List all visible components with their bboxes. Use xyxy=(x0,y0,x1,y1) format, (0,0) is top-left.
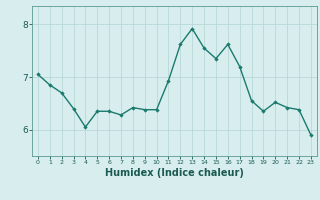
X-axis label: Humidex (Indice chaleur): Humidex (Indice chaleur) xyxy=(105,168,244,178)
